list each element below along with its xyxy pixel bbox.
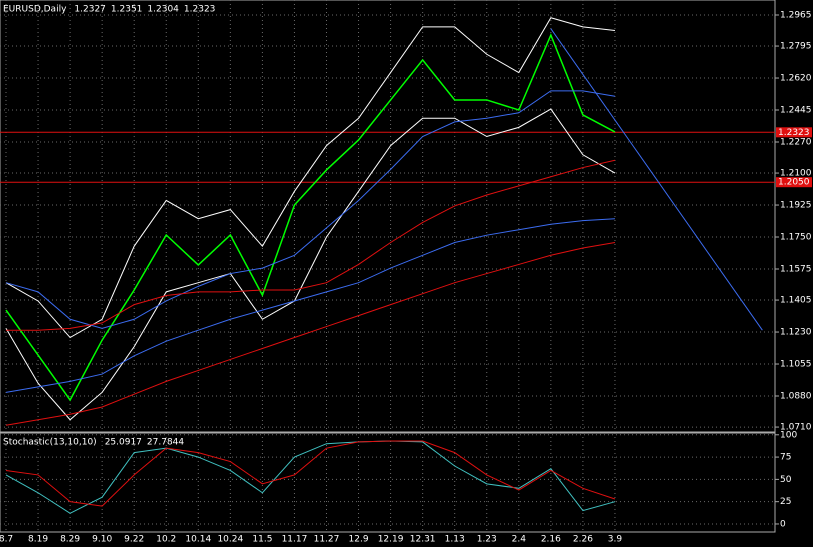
y-tick-label: 1.1055 — [780, 360, 812, 370]
series-line — [5, 218, 615, 393]
x-tick-label: 12.31 — [410, 535, 436, 545]
x-tick-label: 1.13 — [445, 535, 465, 545]
pane-title: Stochastic(13,10,10) — [3, 438, 97, 448]
y-tick-label: 100 — [780, 430, 797, 440]
x-tick-label: 9.22 — [124, 535, 144, 545]
x-tick-label: 8.7 — [0, 535, 13, 545]
x-tick-label: 10.14 — [185, 535, 211, 545]
series-line — [6, 159, 616, 331]
y-tick-label: 25 — [780, 497, 791, 507]
series-line — [5, 33, 616, 402]
header-value: 25.0917 — [105, 438, 142, 448]
main-pane — [0, 0, 776, 433]
price-label: 1.2050 — [778, 178, 810, 188]
y-tick-label: 1.0880 — [780, 392, 812, 402]
y-tick-label: 1.0710 — [780, 423, 812, 433]
price-label-box — [776, 177, 812, 188]
x-tick-label: 3.9 — [608, 535, 623, 545]
x-tick-label: 12.19 — [378, 535, 404, 545]
x-tick-label: 8.19 — [28, 535, 48, 545]
x-tick-label: 10.24 — [217, 535, 243, 545]
series-line — [5, 440, 616, 507]
series-line — [5, 242, 616, 426]
price-label: 1.2323 — [778, 128, 810, 138]
x-tick-label: 9.10 — [92, 535, 112, 545]
x-tick-label: 2.16 — [541, 535, 561, 545]
trend-line — [550, 28, 763, 331]
y-tick-label: 1.2270 — [780, 137, 812, 147]
x-tick-label: 11.17 — [282, 535, 308, 545]
pane-title: EURUSD,Daily — [3, 5, 67, 15]
y-tick-label: 1.1925 — [780, 201, 812, 211]
y-tick-label: 1.1750 — [780, 233, 812, 243]
header-value: 27.7844 — [147, 438, 184, 448]
series-line — [5, 17, 616, 339]
x-tick-label: 8.29 — [60, 535, 80, 545]
x-tick-label: 1.23 — [477, 535, 497, 545]
y-tick-label: 1.1405 — [780, 296, 812, 306]
y-tick-label: 1.1230 — [780, 328, 812, 338]
price-label-box — [776, 127, 812, 138]
y-tick-label: 1.2965 — [780, 10, 812, 20]
header-value: 1.2327 — [74, 5, 106, 15]
x-tick-label: 11.27 — [314, 535, 340, 545]
x-tick-label: 10.2 — [156, 535, 176, 545]
header-value: 1.2323 — [184, 5, 216, 15]
y-tick-label: 1.2620 — [780, 74, 812, 84]
y-tick-label: 0 — [780, 519, 786, 529]
y-tick-label: 1.2445 — [780, 106, 812, 116]
series-line — [5, 440, 616, 514]
y-tick-label: 1.2795 — [780, 42, 812, 52]
x-tick-label: 11.5 — [252, 535, 272, 545]
header-value: 1.2304 — [147, 5, 179, 15]
y-tick-label: 1.2100 — [780, 169, 812, 179]
series-line — [5, 90, 616, 329]
x-tick-label: 12.9 — [349, 535, 369, 545]
series-line — [5, 108, 616, 421]
x-tick-label: 2.26 — [573, 535, 593, 545]
stochastic-pane — [0, 432, 776, 533]
y-tick-label: 1.1575 — [780, 264, 812, 274]
x-tick-label: 2.4 — [512, 535, 527, 545]
y-tick-label: 50 — [780, 475, 792, 485]
header-value: 1.2351 — [111, 5, 143, 15]
y-tick-label: 75 — [780, 453, 791, 463]
